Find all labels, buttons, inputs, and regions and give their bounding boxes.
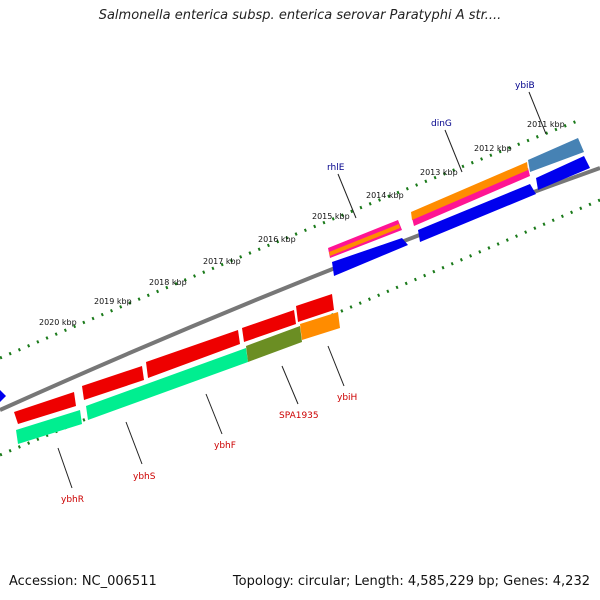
gene-rhle-stripe[interactable] [329,224,400,256]
gene-spa1935-red[interactable] [242,310,296,342]
label-ybhr[interactable]: ybhR [61,495,84,505]
leader-rhle [337,173,357,219]
gene-rhle-blue[interactable] [332,238,408,276]
leader-ybih [327,345,345,387]
scale-labels: 2011 kbp 2012 kbp 2013 kbp 2014 kbp 2015… [39,120,565,327]
label-ybib[interactable]: ybiB [515,81,535,91]
gene-spa1935-olive[interactable] [246,326,302,362]
gene-labels: ybiB dinG rhlE ybhR ybhS ybhF SPA1935 yb… [61,81,535,505]
inner-tick-ring [0,198,600,457]
scale-label-2014: 2014 kbp [366,191,404,200]
gene-ybib[interactable] [528,138,584,172]
label-ding[interactable]: dinG [431,119,452,129]
accession-label: Accession: NC_006511 [9,574,157,589]
label-rhle[interactable]: rhlE [327,163,345,173]
topology-label: Topology: circular; Length: 4,585,229 bp… [232,574,590,589]
scale-label-2013: 2013 kbp [420,168,458,177]
label-ybhs[interactable]: ybhS [133,472,156,482]
reverse-genes [14,294,340,444]
scale-label-2017: 2017 kbp [203,257,241,266]
scale-label-2020: 2020 kbp [39,318,77,327]
scale-label-2018: 2018 kbp [149,278,187,287]
gene-ding-blue[interactable] [418,184,536,242]
gene-ybhs-red[interactable] [82,366,144,400]
gene-ybib-blue[interactable] [536,156,590,190]
gene-ybih-orange[interactable] [300,312,340,340]
leader-lines [57,91,547,489]
leader-spa1935 [281,365,299,405]
label-ybhf[interactable]: ybhF [214,441,236,451]
leader-ding [444,129,463,173]
gene-ybhr-aqua[interactable] [16,410,82,444]
gene-ybih-red[interactable] [296,294,334,322]
label-spa1935[interactable]: SPA1935 [279,411,319,421]
forward-genes [0,138,590,402]
scale-label-2019: 2019 kbp [94,297,132,306]
gene-left-blue[interactable] [0,390,6,402]
scale-label-2016: 2016 kbp [258,235,296,244]
leader-ybhf [205,393,223,435]
outer-tick-ring [0,118,581,360]
gene-ding-orange[interactable] [411,162,528,220]
scale-label-2015: 2015 kbp [312,212,350,221]
gene-ybhr-red[interactable] [14,392,76,424]
gene-ybhs-aqua[interactable] [86,348,248,420]
leader-ybib [528,91,547,135]
scale-label-2011: 2011 kbp [527,120,565,129]
map-title: Salmonella enterica subsp. enterica sero… [98,8,502,23]
leader-ybhr [57,447,73,489]
leader-ybhs [125,421,143,465]
scale-label-2012: 2012 kbp [474,144,512,153]
gene-ding[interactable] [412,168,530,226]
label-ybih[interactable]: ybiH [337,393,357,403]
gene-ybhf-red[interactable] [146,330,240,378]
